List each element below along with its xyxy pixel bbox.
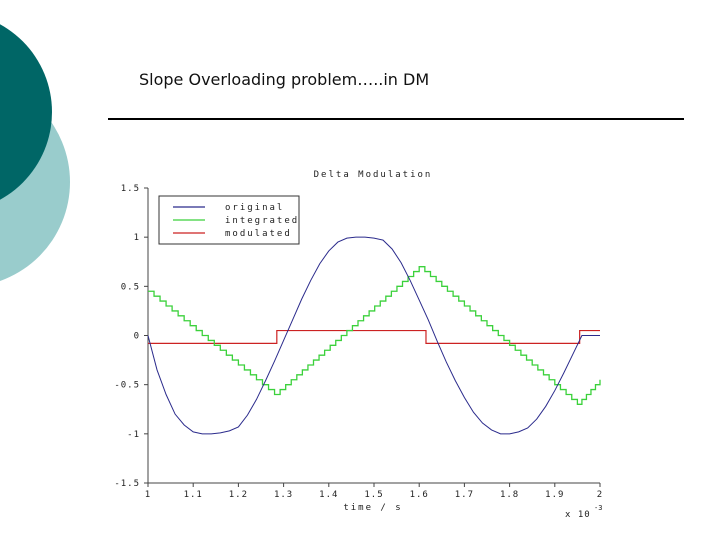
slide-title: Slope Overloading problem…..in DM (139, 70, 430, 89)
x-tick-label: 1.1 (184, 490, 203, 500)
y-tick-label: 1.5 (121, 184, 140, 194)
x-tick-label: 1.2 (229, 490, 248, 500)
legend-label-original: original (225, 203, 284, 213)
decor-circle-dark (0, 24, 52, 200)
x-scale-note: x 10 (565, 510, 591, 520)
x-tick-label: 1.6 (410, 490, 429, 500)
x-tick-label: 1.7 (455, 490, 474, 500)
series-original-line (147, 236, 600, 435)
plot-axes: -1.5 -1 -0.5 0 0.5 1 1.5 1 1.1 1.2 1.3 1.4 1.5 1.6 1.7… (114, 184, 603, 500)
y-tick-label: 0.5 (121, 282, 140, 292)
x-tick-label: 1.3 (274, 490, 293, 500)
y-tick-label: -1 (127, 430, 140, 440)
y-tick-label: -1.5 (114, 479, 140, 489)
legend-label-modulated: modulated (225, 229, 292, 239)
plot-area (147, 236, 601, 435)
x-scale-exponent: -3 (594, 504, 602, 512)
y-tick-label: 1 (134, 233, 140, 243)
y-tick-label: -0.5 (114, 381, 140, 391)
chart-title: Delta Modulation (314, 170, 433, 180)
legend: original integrated modulated (158, 195, 300, 245)
x-tick-label: 1 (145, 490, 151, 500)
x-tick-label: 1.9 (545, 490, 564, 500)
x-axis-label: time / s (343, 503, 402, 513)
x-tick-label: 1.5 (364, 490, 383, 500)
x-tick-label: 2 (597, 490, 603, 500)
slide-decoration (0, 24, 70, 281)
x-tick-label: 1.4 (319, 490, 338, 500)
series-integrated-line (148, 266, 601, 405)
title-divider (108, 118, 684, 120)
legend-label-integrated: integrated (225, 216, 299, 226)
y-tick-label: 0 (134, 332, 140, 342)
x-tick-label: 1.8 (500, 490, 519, 500)
series-modulated-line (148, 329, 600, 344)
